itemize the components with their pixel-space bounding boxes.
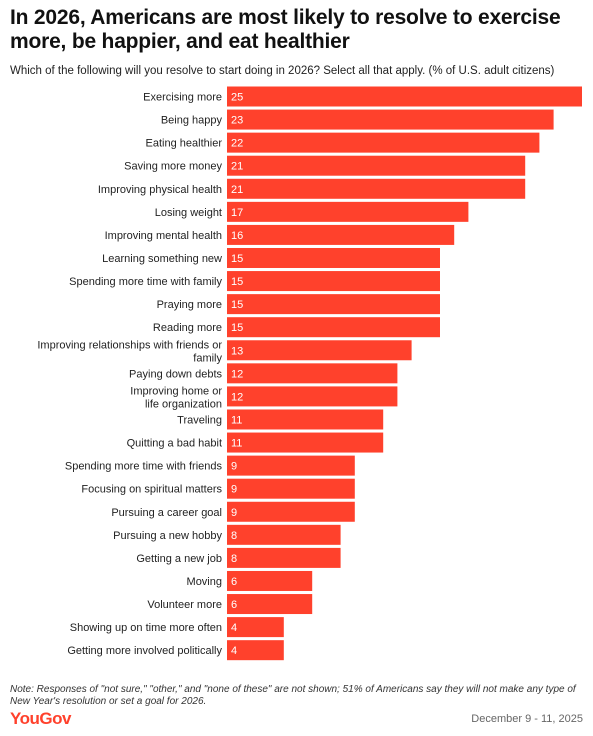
category-label: Reading more	[153, 322, 222, 334]
bar-value-label: 13	[231, 345, 243, 357]
category-label: Losing weight	[155, 207, 222, 219]
bar-value-label: 4	[231, 622, 237, 634]
category-label: Improving relationships with friends or f…	[37, 339, 222, 364]
category-label: Improving physical health	[98, 184, 222, 196]
bar-value-label: 6	[231, 599, 237, 611]
category-label: Saving more money	[124, 161, 222, 173]
bar	[227, 524, 341, 545]
category-label: Exercising more	[143, 92, 222, 104]
bar-value-label: 6	[231, 576, 237, 588]
bar	[227, 409, 384, 430]
bar-value-label: 9	[231, 461, 237, 473]
bar	[227, 86, 582, 107]
bar	[227, 271, 440, 292]
bar-value-label: 21	[231, 161, 243, 173]
bar-value-label: 11	[231, 438, 242, 450]
category-label: Quitting a bad habit	[127, 438, 222, 450]
footnote: Note: Responses of "not sure," "other," …	[10, 684, 576, 707]
bar	[227, 594, 313, 615]
bar-value-label: 17	[231, 207, 243, 219]
category-label: Being happy	[161, 115, 223, 127]
bar	[227, 201, 469, 222]
category-label: Getting a new job	[136, 553, 222, 565]
bar	[227, 132, 540, 153]
bar-value-label: 16	[231, 230, 243, 242]
bar-value-label: 4	[231, 645, 237, 657]
bar-value-label: 15	[231, 253, 243, 265]
category-label: Showing up on time more often	[70, 622, 222, 634]
category-label: Moving	[187, 576, 222, 588]
bar	[227, 294, 440, 315]
bar	[227, 386, 398, 407]
bar-value-label: 23	[231, 115, 243, 127]
bar-value-label: 15	[231, 322, 243, 334]
bar-value-label: 8	[231, 530, 237, 542]
bar	[227, 640, 284, 661]
bar-value-label: 9	[231, 484, 237, 496]
bar-value-label: 11	[231, 414, 242, 426]
survey-date: December 9 - 11, 2025	[471, 713, 583, 725]
category-label: Pursuing a career goal	[111, 507, 222, 519]
bar	[227, 178, 526, 199]
bar	[227, 432, 384, 453]
bar-value-label: 22	[231, 138, 243, 150]
bar	[227, 155, 526, 176]
bar	[227, 617, 284, 638]
category-label: Spending more time with family	[69, 276, 222, 288]
bar	[227, 501, 355, 522]
category-label: Paying down debts	[129, 368, 222, 380]
category-label: Praying more	[157, 299, 222, 311]
bar-value-label: 15	[231, 299, 243, 311]
bar	[227, 547, 341, 568]
bar-value-label: 25	[231, 92, 243, 104]
category-label: Learning something new	[102, 253, 222, 265]
bar	[227, 109, 554, 130]
bar	[227, 224, 455, 245]
category-label: Focusing on spiritual matters	[81, 484, 222, 496]
category-label: Pursuing a new hobby	[113, 530, 222, 542]
category-label: Improving mental health	[105, 230, 222, 242]
category-label: Getting more involved politically	[67, 645, 222, 657]
bar	[227, 340, 412, 361]
bar	[227, 363, 398, 384]
category-label: Eating healthier	[146, 138, 223, 150]
bar	[227, 478, 355, 499]
category-label: Volunteer more	[147, 599, 222, 611]
bar-value-label: 9	[231, 507, 237, 519]
yougov-logo: YouGov	[10, 709, 71, 728]
category-label: Traveling	[177, 414, 222, 426]
bar-value-label: 21	[231, 184, 243, 196]
bar	[227, 570, 313, 591]
bar	[227, 247, 440, 268]
bar	[227, 317, 440, 338]
bar-value-label: 8	[231, 553, 237, 565]
category-label: Spending more time with friends	[65, 461, 223, 473]
chart-subtitle: Which of the following will you resolve …	[10, 65, 555, 77]
bar-value-label: 12	[231, 368, 243, 380]
bar-value-label: 15	[231, 276, 243, 288]
bar-value-label: 12	[231, 391, 243, 403]
chart-title: In 2026, Americans are most likely to re…	[10, 6, 561, 53]
bar	[227, 455, 355, 476]
category-label: Improving home or life organization	[130, 385, 222, 410]
